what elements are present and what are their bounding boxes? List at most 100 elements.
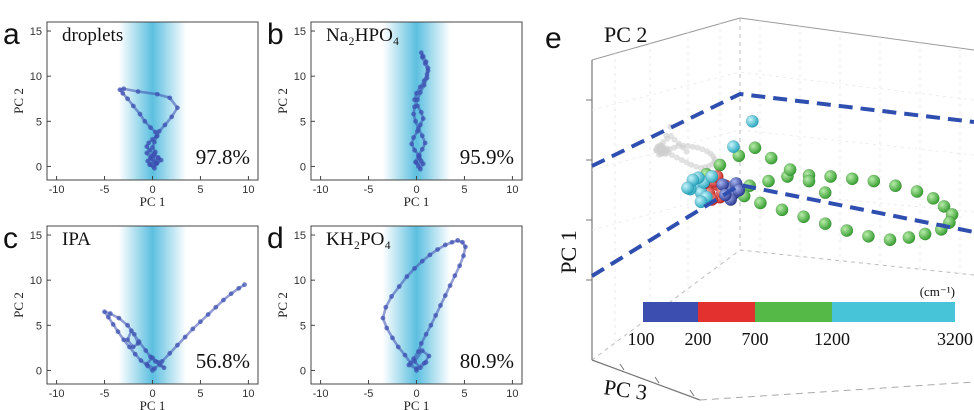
shadow-point (671, 136, 678, 143)
x-axis-label: PC 1 (404, 194, 430, 209)
panel-title: KH₂PO₄ (326, 229, 391, 250)
data-point (449, 239, 455, 245)
dashed-plane-lower (590, 182, 974, 278)
scatter-sphere (861, 229, 875, 243)
scatter-sphere (937, 199, 951, 213)
x-tick-label: -5 (364, 388, 374, 400)
y-tick-label: 10 (294, 71, 306, 83)
y-tick-label: 5 (36, 116, 42, 128)
panel-letter-e: e (545, 22, 562, 55)
data-point (463, 244, 468, 250)
colorbar-segment (643, 302, 698, 322)
data-point (455, 238, 461, 243)
data-point (412, 147, 417, 153)
data-point (161, 365, 167, 371)
data-point (147, 162, 153, 168)
data-point (417, 166, 423, 172)
scatter-sphere (818, 186, 832, 200)
data-point (159, 359, 165, 364)
data-point (424, 71, 430, 77)
percent-label: 80.9% (460, 349, 514, 373)
panel-b: -10 -5 0 5 10 0 5 10 15 PC 1 PC 2 b Na₂HPO₄ 95.9% (267, 18, 523, 209)
x-tick-label: 0 (149, 388, 155, 400)
panel-c: -10 -5 0 5 10 0 5 10 15 PC 1 PC 2 c IPA 56.8% (3, 222, 259, 410)
data-point (127, 344, 132, 350)
scatter-sphere (753, 196, 767, 210)
data-point (182, 334, 188, 340)
data-point (414, 90, 419, 96)
data-point (415, 97, 420, 103)
shadow-point (664, 147, 671, 154)
data-point (435, 247, 440, 252)
x-tick-label: 10 (242, 184, 254, 196)
data-point (152, 366, 157, 372)
data-point (419, 54, 425, 60)
data-point (457, 263, 463, 269)
scatter-sphere (824, 170, 838, 183)
data-point (414, 160, 419, 166)
x-tick-label: -5 (100, 184, 110, 196)
data-point (420, 116, 426, 122)
shadow-point (684, 143, 691, 149)
panel-letter: d (267, 222, 284, 255)
x-tick-label: 5 (197, 184, 203, 196)
data-point (422, 140, 428, 146)
shadow-point (683, 159, 690, 166)
scatter-sphere (926, 191, 940, 205)
data-point (409, 141, 415, 147)
data-point (423, 331, 429, 337)
colorbar-tick-label: 100 (628, 329, 655, 349)
data-point (146, 140, 152, 146)
data-point (153, 134, 159, 140)
scatter-sphere (867, 174, 881, 188)
data-point (384, 325, 390, 331)
y-tick-label: 15 (294, 26, 306, 38)
x-tick-label: -5 (100, 388, 110, 400)
e-ylabel: PC 1 (556, 230, 581, 273)
data-point (419, 133, 425, 139)
data-point (120, 90, 126, 96)
percent-label: 95.9% (460, 145, 514, 169)
y-tick-label: 0 (300, 365, 306, 377)
data-point (452, 273, 458, 279)
3d-box-frame (591, 17, 974, 401)
data-point (144, 144, 150, 149)
scatter-sphere (802, 174, 816, 188)
data-point (460, 239, 465, 245)
data-point (167, 95, 173, 101)
y-tick-label: 15 (294, 230, 306, 242)
data-point (131, 331, 137, 337)
data-point (424, 75, 430, 81)
x-tick-label: 10 (506, 184, 518, 196)
data-point (125, 322, 130, 328)
x-axis-label: PC 1 (140, 398, 166, 410)
colorbar-tick-label: 200 (685, 329, 712, 349)
shadow-point (653, 147, 659, 153)
data-point (427, 252, 433, 258)
data-point (213, 304, 219, 310)
x-tick-label: -10 (49, 388, 65, 400)
data-point (422, 61, 428, 66)
x-tick-label: 5 (461, 388, 467, 400)
x-axis-label: PC 1 (140, 194, 166, 209)
panel-d: -10 -5 0 5 10 0 5 10 15 PC 1 PC 2 d KH₂PO₄ 80.9% (267, 222, 523, 410)
panel-letter: b (267, 18, 284, 51)
data-point (411, 111, 417, 117)
data-point (205, 312, 211, 317)
scatter-sphere (745, 114, 759, 128)
data-point (154, 160, 160, 166)
shadow-point (663, 132, 670, 139)
data-point (438, 303, 443, 308)
data-point (411, 135, 417, 140)
data-point (150, 156, 155, 162)
data-point (162, 122, 168, 128)
scatter-sphere (681, 181, 694, 195)
colorbar-tick-label: 700 (742, 329, 769, 349)
shadow-point (699, 146, 706, 153)
scatter-sphere (888, 179, 902, 193)
data-point (406, 362, 412, 368)
data-point (169, 114, 175, 120)
trajectory-line (103, 283, 246, 372)
x-tick-label: -10 (313, 388, 329, 400)
